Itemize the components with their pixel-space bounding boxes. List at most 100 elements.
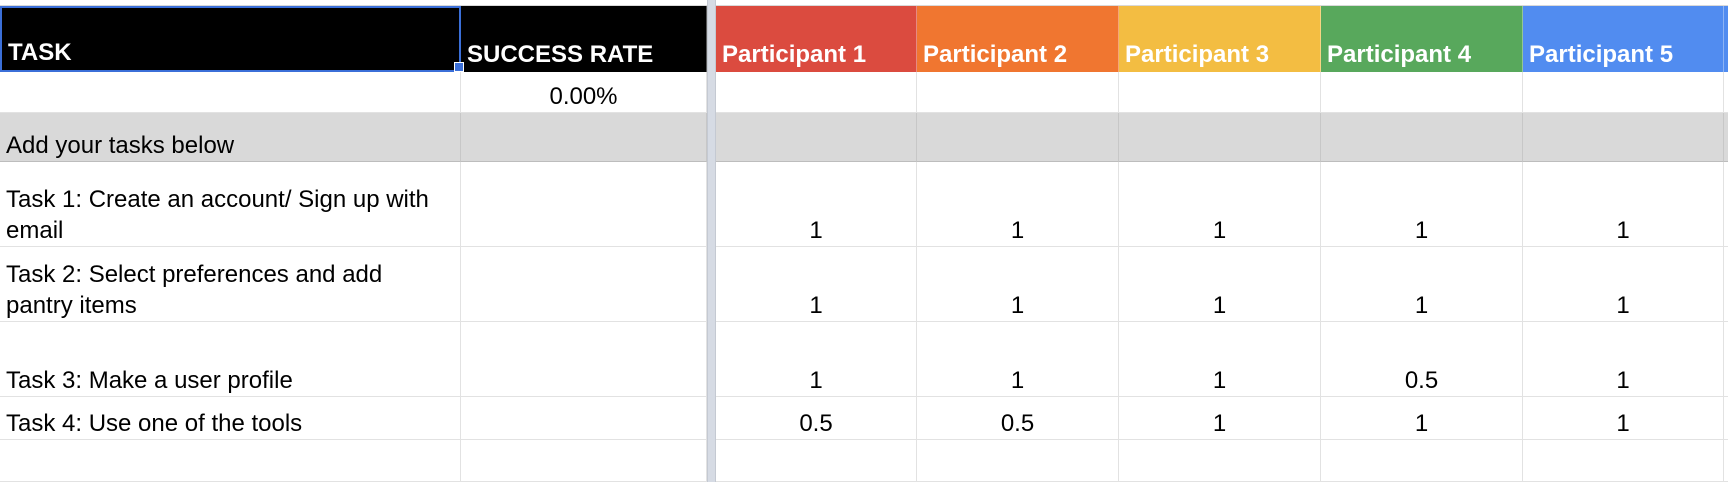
header-success-rate-label: SUCCESS RATE [467, 41, 654, 68]
header-cell-participant-4[interactable]: Participant 4 [1321, 6, 1523, 72]
section-row: Add your tasks below [0, 113, 1728, 162]
header-cell-participant-2[interactable]: Participant 2 [917, 6, 1119, 72]
selection-fill-handle[interactable] [454, 62, 464, 72]
table-row [0, 440, 1728, 482]
score-value: 1 [1616, 292, 1630, 319]
task-name-cell[interactable]: Task 1: Create an account/ Sign up with … [0, 162, 461, 247]
cell[interactable] [1523, 440, 1724, 482]
participant-1-label: Participant 1 [722, 41, 867, 68]
header-cell-participant-5[interactable]: Participant 5 [1523, 6, 1724, 72]
header-cell-task[interactable]: TASK [0, 6, 461, 72]
cell[interactable] [917, 440, 1119, 482]
column-header-strip [0, 0, 1728, 6]
cell[interactable] [0, 440, 461, 482]
score-cell[interactable]: 1 [1321, 247, 1523, 322]
score-value: 1 [1616, 217, 1630, 244]
score-cell[interactable]: 1 [1523, 397, 1724, 440]
cell[interactable] [0, 72, 461, 113]
frozen-column-divider[interactable] [707, 0, 716, 482]
task-name-cell[interactable]: Task 2: Select preferences and add pantr… [0, 247, 461, 322]
score-value: 1 [1212, 410, 1227, 437]
cell[interactable] [716, 72, 917, 113]
cell [1724, 162, 1728, 247]
score-cell[interactable]: 0.5 [716, 397, 917, 440]
header-row: TASK SUCCESS RATE Participant 1 Particip… [0, 6, 1728, 72]
header-cell-edge [1724, 6, 1728, 72]
section-label-cell[interactable]: Add your tasks below [0, 113, 461, 162]
header-cell-participant-1[interactable]: Participant 1 [716, 6, 917, 72]
score-value: 1 [1010, 292, 1025, 319]
score-value: 1 [1212, 367, 1227, 394]
cell[interactable] [1321, 440, 1523, 482]
score-cell[interactable]: 1 [917, 162, 1119, 247]
cell[interactable] [1119, 440, 1321, 482]
task-name-cell[interactable]: Task 3: Make a user profile [0, 322, 461, 397]
cell[interactable] [1119, 72, 1321, 113]
score-value: 0.5 [1000, 410, 1035, 437]
score-value: 1 [1414, 292, 1429, 319]
cell [1724, 113, 1728, 162]
score-cell[interactable]: 1 [1119, 397, 1321, 440]
score-cell[interactable]: 1 [1523, 247, 1724, 322]
success-rate-row: 0.00% [0, 72, 1728, 113]
score-cell[interactable]: 1 [1523, 322, 1724, 397]
cell[interactable] [1321, 113, 1523, 162]
success-rate-value: 0.00% [549, 83, 618, 110]
cell[interactable] [716, 113, 917, 162]
cell[interactable] [917, 113, 1119, 162]
score-cell[interactable]: 0.5 [917, 397, 1119, 440]
cell[interactable] [1523, 72, 1724, 113]
participant-3-label: Participant 3 [1125, 41, 1270, 68]
cell [1724, 247, 1728, 322]
score-cell[interactable]: 1 [716, 322, 917, 397]
score-cell[interactable]: 1 [1119, 247, 1321, 322]
cell [1724, 322, 1728, 397]
task-name: Task 2: Select preferences and add pantr… [6, 261, 383, 319]
participant-2-label: Participant 2 [923, 41, 1068, 68]
participant-4-label: Participant 4 [1327, 41, 1472, 68]
cell [1724, 72, 1728, 113]
score-value: 1 [1414, 217, 1429, 244]
score-value: 1 [1414, 410, 1429, 437]
task-name: Task 1: Create an account/ Sign up with … [6, 186, 429, 244]
task-success-cell[interactable] [461, 247, 707, 322]
score-cell[interactable]: 1 [716, 162, 917, 247]
cell [1724, 440, 1728, 482]
score-cell[interactable]: 1 [1321, 397, 1523, 440]
table-row: Task 1: Create an account/ Sign up with … [0, 162, 1728, 247]
cell[interactable] [461, 440, 707, 482]
cell[interactable] [461, 113, 707, 162]
header-cell-success-rate[interactable]: SUCCESS RATE [461, 6, 707, 72]
cell[interactable] [1523, 113, 1724, 162]
score-value: 1 [1010, 217, 1025, 244]
score-value: 1 [1212, 217, 1227, 244]
score-value: 1 [1010, 367, 1025, 394]
table-row: Task 2: Select preferences and add pantr… [0, 247, 1728, 322]
cell[interactable] [917, 72, 1119, 113]
task-name-cell[interactable]: Task 4: Use one of the tools [0, 397, 461, 440]
cell[interactable] [1321, 72, 1523, 113]
task-success-cell[interactable] [461, 397, 707, 440]
score-value: 1 [809, 292, 823, 319]
score-value: 1 [1616, 410, 1630, 437]
task-success-cell[interactable] [461, 322, 707, 397]
header-task-label: TASK [8, 39, 72, 66]
score-cell[interactable]: 1 [1523, 162, 1724, 247]
score-cell[interactable]: 1 [1119, 322, 1321, 397]
cell[interactable] [1119, 113, 1321, 162]
score-cell[interactable]: 1 [1321, 162, 1523, 247]
participant-5-label: Participant 5 [1529, 41, 1674, 68]
cell[interactable] [716, 440, 917, 482]
header-cell-participant-3[interactable]: Participant 3 [1119, 6, 1321, 72]
score-cell[interactable]: 0.5 [1321, 322, 1523, 397]
score-value: 0.5 [1404, 367, 1439, 394]
score-cell[interactable]: 1 [917, 322, 1119, 397]
score-cell[interactable]: 1 [917, 247, 1119, 322]
task-name: Task 4: Use one of the tools [6, 410, 303, 437]
score-cell[interactable]: 1 [716, 247, 917, 322]
score-cell[interactable]: 1 [1119, 162, 1321, 247]
success-rate-value-cell[interactable]: 0.00% [461, 72, 707, 113]
task-name: Task 3: Make a user profile [6, 367, 293, 394]
task-success-cell[interactable] [461, 162, 707, 247]
